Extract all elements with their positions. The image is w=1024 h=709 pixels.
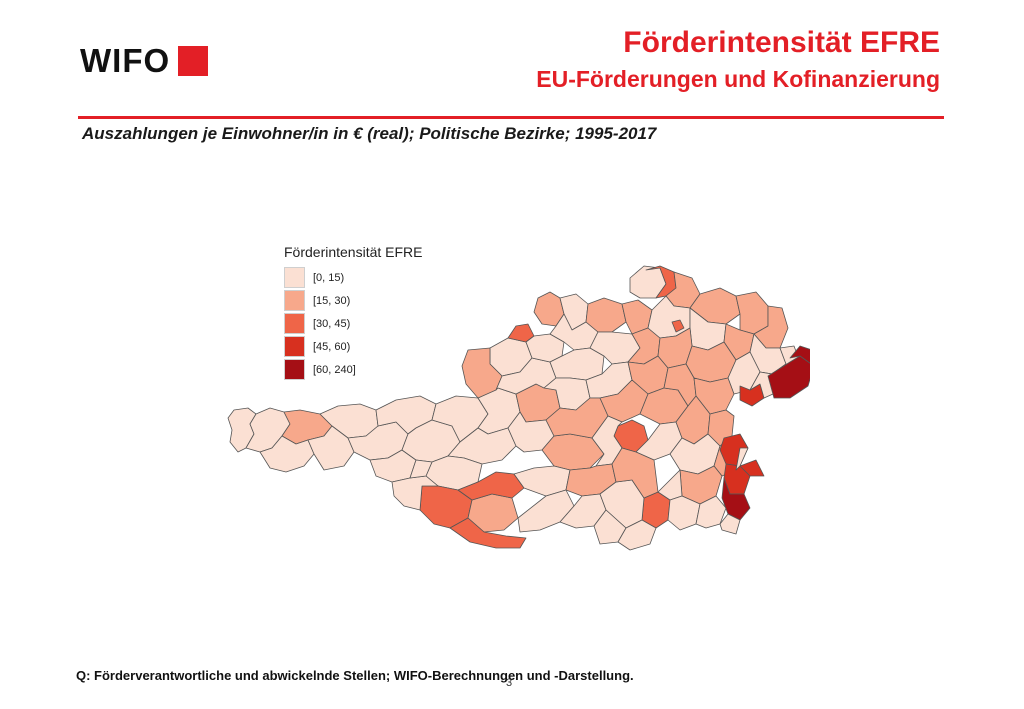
region-ktn-3	[457, 471, 525, 501]
legend-item: [0, 15)	[284, 266, 423, 289]
region-ooe-n4	[585, 297, 627, 333]
region-tirol-e2	[409, 459, 433, 479]
region-ooe-w4	[507, 323, 535, 343]
choropleth-map	[220, 238, 815, 568]
legend-title: Förderintensität EFRE	[284, 244, 423, 260]
region-ktn-11	[593, 509, 627, 545]
legend-item: [60, 240]	[284, 358, 423, 381]
page-title: Förderintensität EFRE	[623, 26, 940, 59]
map-legend: Förderintensität EFRE [0, 15) [15, 30) […	[284, 244, 423, 381]
region-ktn-12	[617, 519, 657, 551]
map-caption: Auszahlungen je Einwohner/in in € (real)…	[82, 124, 657, 143]
page-number: 3	[506, 677, 513, 689]
legend-swatch	[284, 290, 305, 311]
region-noe-n5	[735, 291, 769, 335]
austria-districts-map	[227, 265, 815, 551]
legend-label: [15, 30)	[313, 294, 351, 307]
legend-label: [0, 15)	[313, 271, 345, 284]
page-subtitle: EU-Förderungen und Kofinanzierung	[536, 66, 940, 92]
region-bgld-s1	[721, 477, 751, 521]
region-ktn-10	[611, 447, 659, 499]
region-stmk-8	[591, 415, 623, 467]
logo-square-icon	[178, 46, 209, 76]
region-bgld-s2	[719, 513, 741, 535]
legend-swatch	[284, 267, 305, 288]
legend-swatch	[284, 359, 305, 380]
region-noe-c3	[671, 319, 685, 333]
region-bgld-s3	[739, 459, 765, 477]
legend-item: [15, 30)	[284, 289, 423, 312]
legend-item: [30, 45)	[284, 312, 423, 335]
logo-text: WIFO	[80, 42, 171, 79]
wifo-logo: WIFO	[80, 42, 209, 79]
region-stmk-bounds	[735, 447, 749, 471]
legend-label: [30, 45)	[313, 317, 351, 330]
legend-label: [45, 60)	[313, 340, 351, 353]
header-divider	[78, 116, 944, 119]
region-ktn-5	[449, 517, 527, 549]
region-ooe-w5	[525, 333, 565, 363]
legend-swatch	[284, 313, 305, 334]
legend-item: [45, 60)	[284, 335, 423, 358]
region-ktn-6	[517, 489, 575, 533]
title-block: Förderintensität EFRE EU-Förderungen und…	[536, 24, 940, 96]
legend-label: [60, 240]	[313, 363, 356, 376]
legend-swatch	[284, 336, 305, 357]
source-note: Q: Förderverantwortliche und abwickelnde…	[76, 668, 634, 683]
